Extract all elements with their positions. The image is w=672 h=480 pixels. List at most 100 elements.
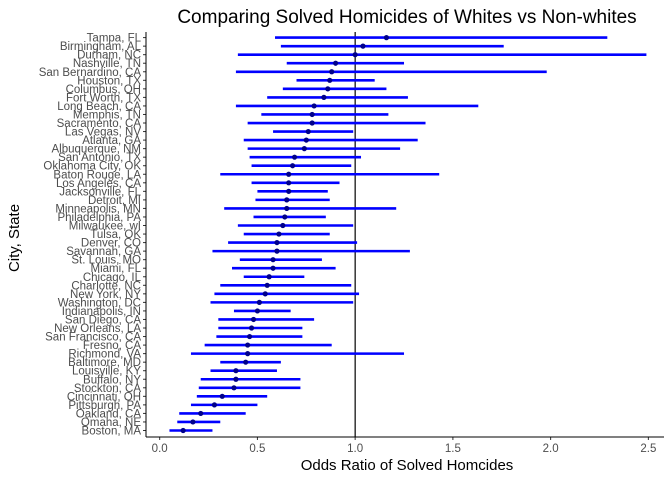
odds-ratio-point [233,376,239,382]
y-tick-label: Minneapolis, MN [55,203,141,215]
odds-ratio-point [325,86,331,92]
odds-ratio-point [329,69,335,75]
odds-ratio-point [303,137,309,143]
odds-ratio-point [264,282,270,288]
odds-ratio-point [211,402,218,408]
y-tick-label: St. Louis, MO [71,255,141,267]
odds-ratio-point [291,154,298,160]
y-tick-label: Tulsa, OK [90,229,141,241]
odds-ratio-point [233,368,239,374]
y-tick-label: Omaha, NE [81,417,141,429]
odds-ratio-point [284,205,290,212]
odds-ratio-point [360,43,366,49]
y-tick-label: Cincinnati, OH [67,391,141,403]
odds-ratio-point [245,342,251,348]
y-tick-label: Fort Worth, TX [66,92,141,104]
chart-title: Comparing Solved Homicides of Whites vs … [177,7,636,28]
odds-ratio-point [305,128,311,135]
odds-ratio-point [284,197,290,203]
odds-ratio-point [321,94,327,100]
y-tick-label: Las Vegas, NV [65,127,141,139]
odds-ratio-point [274,239,280,246]
y-tick-label: Boston, MA [82,426,142,438]
odds-ratio-point [270,265,276,271]
odds-ratio-point [286,180,292,186]
odds-ratio-point [309,120,315,126]
y-tick-label: New Orleans, LA [54,323,141,335]
odds-ratio-point [243,359,249,365]
odds-ratio-point [247,333,253,340]
y-tick-label: Richmond, VA [68,349,141,361]
odds-ratio-point [286,188,292,194]
odds-ratio-point [290,163,296,169]
y-tick-label: Oklahoma City, OK [43,161,141,173]
y-tick-label: Long Beach, CA [57,101,141,113]
odds-ratio-point [254,308,261,314]
odds-ratio-point [383,35,390,41]
y-tick-label: Indianapolis, IN [62,306,141,318]
odds-ratio-point [311,103,317,109]
odds-ratio-point [327,77,333,83]
x-axis-title: Odds Ratio of Solved Homcides [301,457,514,474]
odds-ratio-point [286,171,292,177]
y-tick-label: Memphis, TN [73,109,141,121]
y-tick-label: Sacramento, CA [57,118,142,130]
y-tick-label: Los Angeles, CA [56,178,141,190]
y-tick-label: Atlanta, GA [82,135,141,147]
odds-ratio-point [309,111,315,118]
y-tick-label: Chicago, IL [83,272,142,284]
odds-ratio-point [256,299,262,305]
odds-ratio-point [270,257,276,263]
y-tick-label: Baton Rouge, LA [53,169,141,181]
odds-ratio-point [231,385,237,391]
odds-ratio-point [190,419,196,425]
y-tick-label: Durham, NC [77,50,141,62]
y-tick-label: Birmingham, AL [60,41,142,53]
odds-ratio-point [250,316,257,323]
y-tick-label: Albuquerque, NM [52,144,142,156]
x-tick-label: 0.5 [249,443,265,455]
odds-ratio-point [301,146,307,152]
y-tick-label: Louisville, KY [72,366,141,378]
odds-ratio-point [274,248,280,254]
odds-ratio-point [280,222,286,229]
y-tick-label: Jacksonville, FL [59,186,141,198]
x-tick-label: 1.0 [347,443,363,455]
y-tick-label: Washington, DC [58,297,141,309]
odds-ratio-point [219,393,225,399]
x-axis-ticks: 0.0 0.5 1.0 1.5 2.0 2.5 [152,437,656,455]
y-tick-label: Fresno, CA [83,340,141,352]
y-tick-label: Stockton, CA [74,383,141,395]
y-tick-label: Nashville, TN [73,58,141,70]
y-tick-label: San Antonio, TX [58,152,141,164]
y-tick-label: San Diego, CA [65,314,141,326]
odds-ratio-point [248,325,255,331]
odds-ratio-point [333,60,339,66]
x-tick-label: 2.5 [640,443,656,455]
y-tick-label: Miami, FL [91,263,142,275]
y-tick-label: Oakland, CA [76,408,142,420]
y-tick-label: Milwaukee, wI [69,221,141,233]
y-tick-label: New York, NY [70,289,141,301]
odds-ratio-point [276,231,282,237]
y-tick-label: Houston, TX [77,75,141,87]
y-tick-label: Charlotte, NC [71,280,141,292]
y-tick-label: Savannah, GA [66,246,141,258]
y-tick-label: Detroit, MI [88,195,141,207]
odds-ratio-point [245,351,251,357]
y-tick-label: Tampa, FL [87,33,142,45]
x-tick-label: 2.0 [543,443,559,455]
y-tick-label: Philadelphia, PA [57,212,141,224]
odds-ratio-point [352,52,358,58]
plot-area [169,32,647,437]
y-tick-label: San Bernardino, CA [39,67,142,79]
y-tick-label: Denver, CO [81,238,141,250]
odds-ratio-point [282,214,288,220]
odds-ratio-point [198,410,204,417]
odds-ratio-point [262,291,268,297]
odds-ratio-point [266,274,272,280]
y-tick-label: Pittsburgh, PA [68,400,141,412]
x-tick-label: 1.5 [445,443,461,455]
y-tick-label: Columbus, OH [66,84,141,96]
